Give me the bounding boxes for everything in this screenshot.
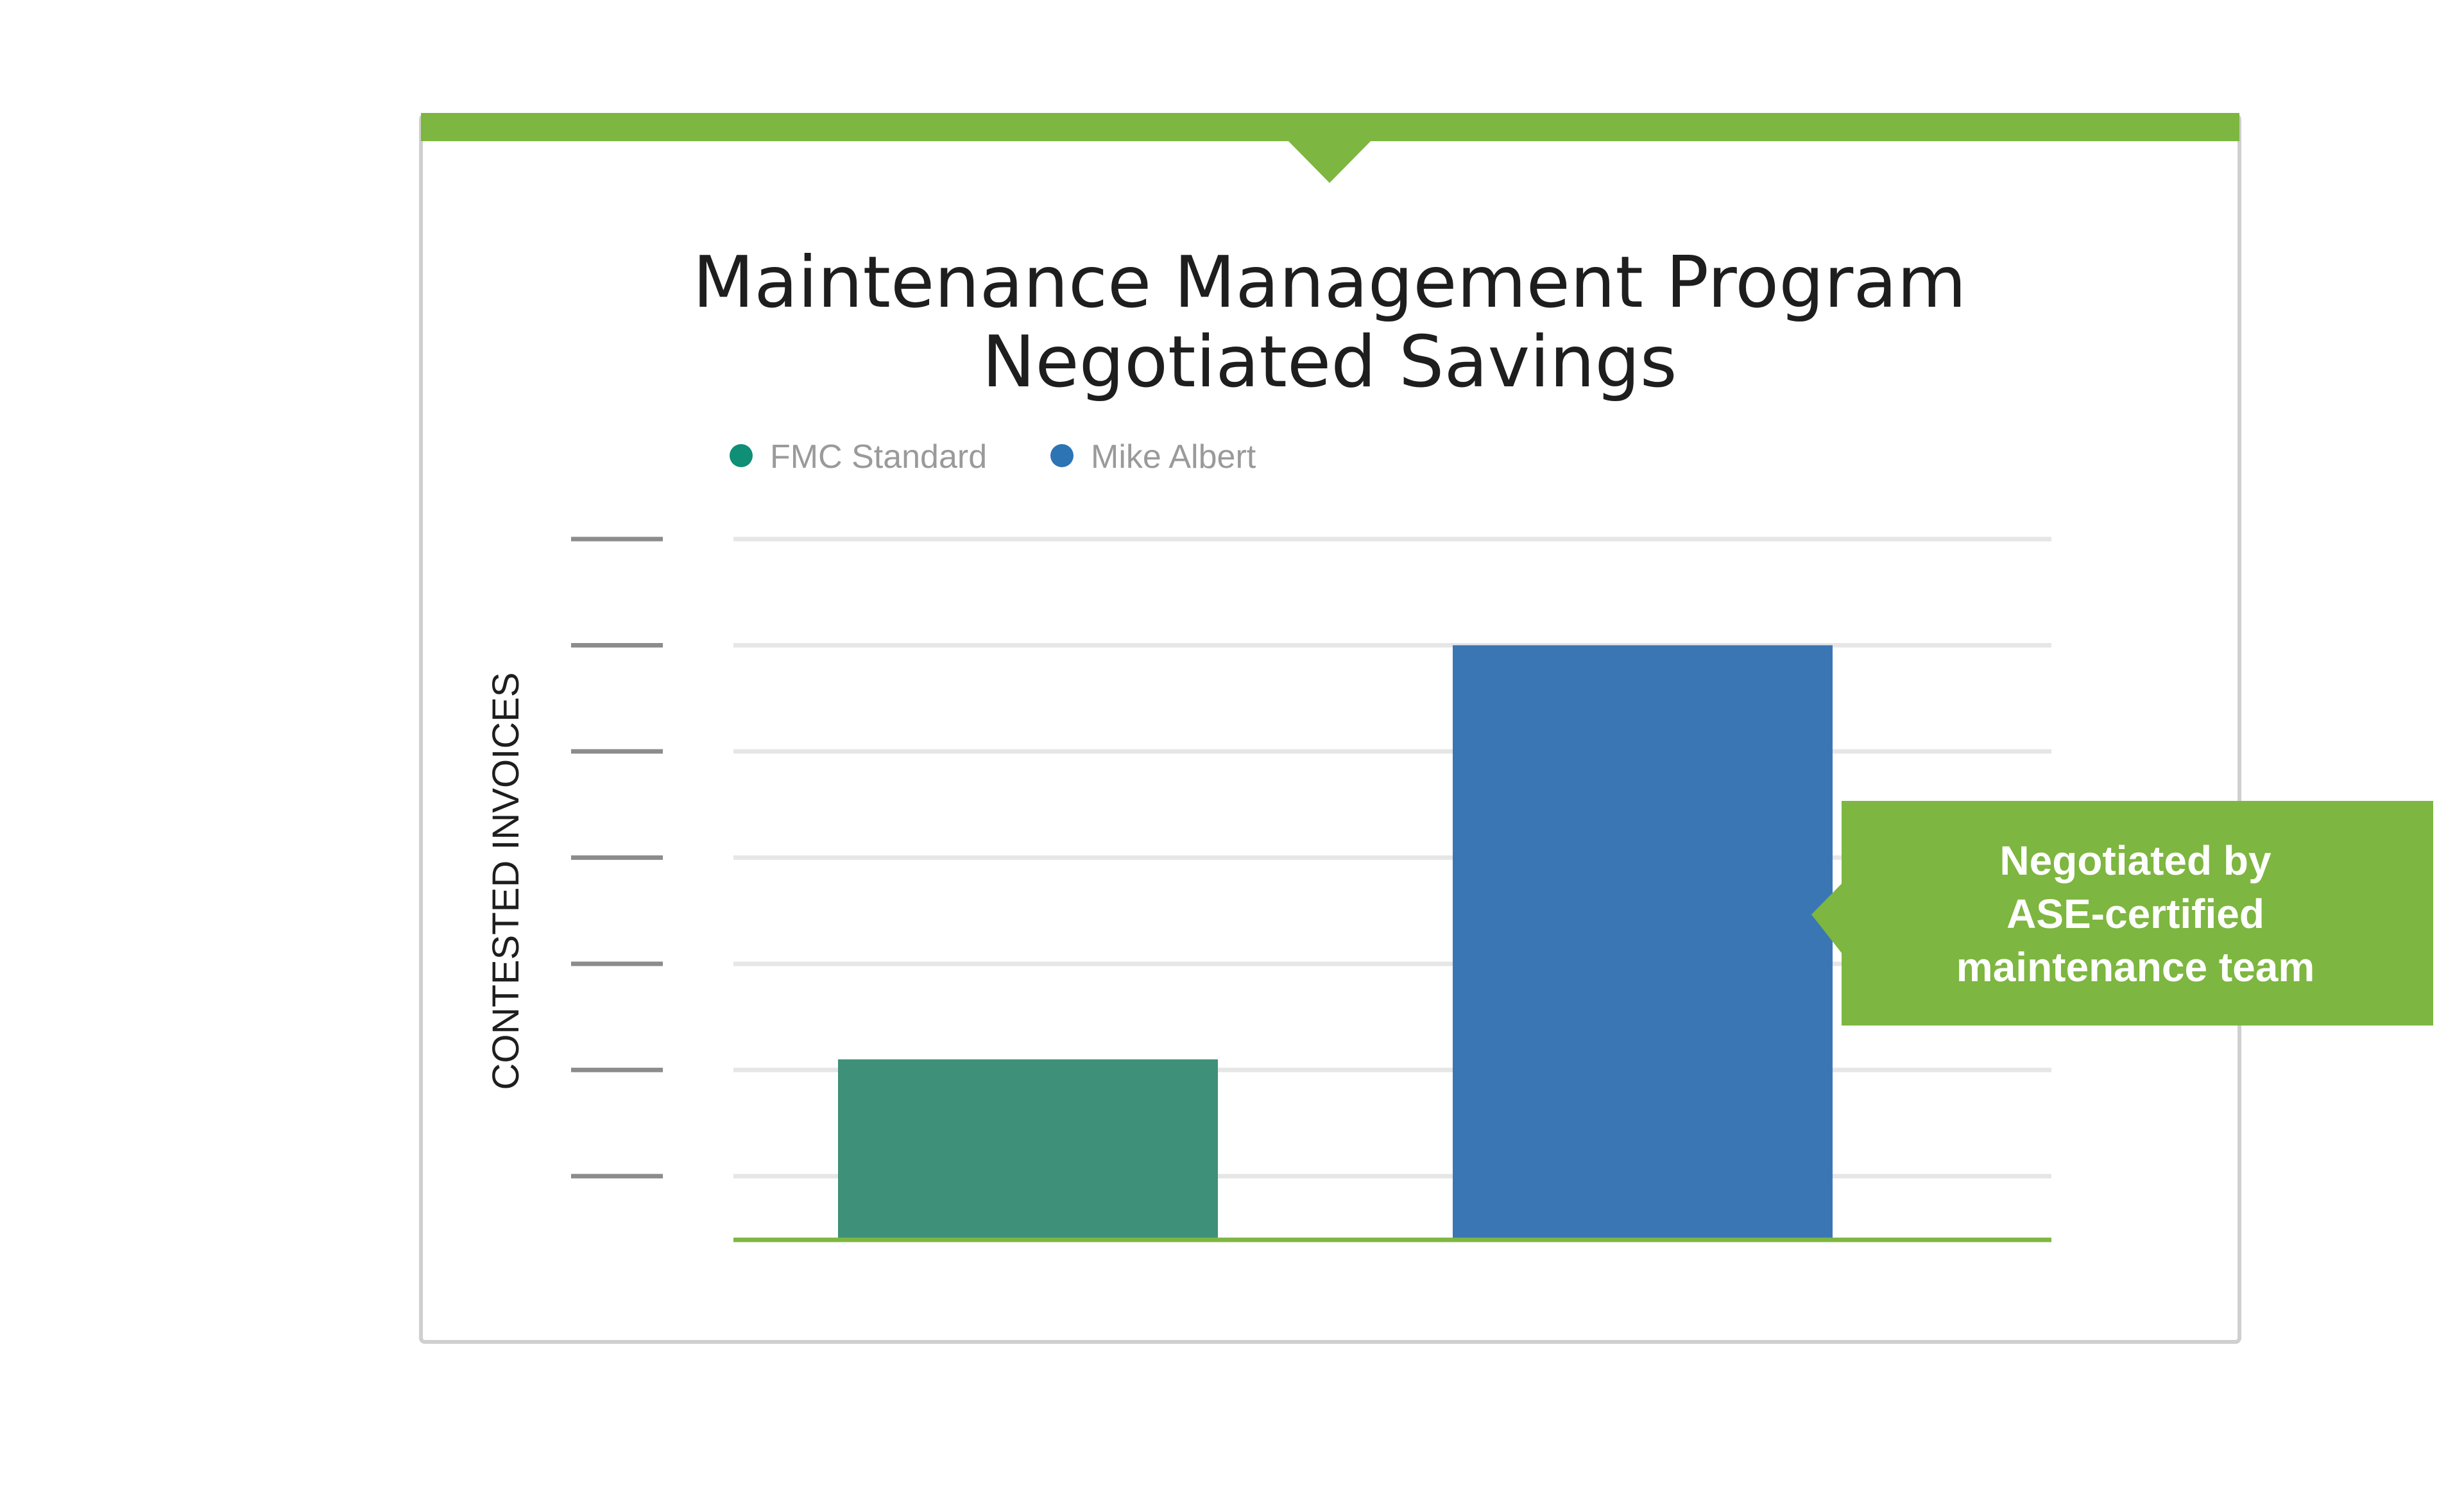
legend-label-mike-albert: Mike Albert <box>1091 438 1256 476</box>
annotation-callout: Negotiated by ASE-certified maintenance … <box>1811 801 2433 1026</box>
chart-title-line-1: Maintenance Management Program <box>693 241 1967 324</box>
bar-fmc-standard <box>838 1059 1218 1240</box>
callout-line-3: maintenance team <box>1956 944 2314 990</box>
card-top-notch <box>1287 140 1372 183</box>
legend-marker-fmc-standard <box>730 444 753 467</box>
bar-mike-albert <box>1453 645 1833 1240</box>
callout-line-2: ASE-certified <box>2006 891 2264 937</box>
y-axis-label: CONTESTED INVOICES <box>485 673 527 1090</box>
card-top-bar <box>421 113 2239 141</box>
chart-title-line-2: Negotiated Savings <box>982 321 1677 404</box>
callout-line-1: Negotiated by <box>1999 837 2272 884</box>
legend-marker-mike-albert <box>1050 444 1074 467</box>
callout-box <box>1811 801 2433 1026</box>
legend: FMC Standard Mike Albert <box>730 438 1256 476</box>
bars <box>838 645 1833 1240</box>
y-axis-ticks <box>571 536 663 1179</box>
legend-label-fmc-standard: FMC Standard <box>770 438 987 476</box>
